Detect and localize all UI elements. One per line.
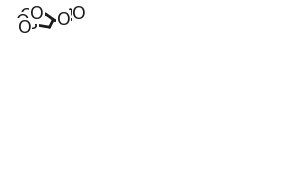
Text: S: S (27, 15, 38, 33)
Text: O: O (57, 10, 71, 29)
Text: O: O (16, 13, 30, 31)
Text: O: O (20, 7, 34, 25)
Text: O: O (30, 5, 44, 23)
Text: O: O (72, 5, 86, 23)
Text: O: O (18, 19, 32, 37)
